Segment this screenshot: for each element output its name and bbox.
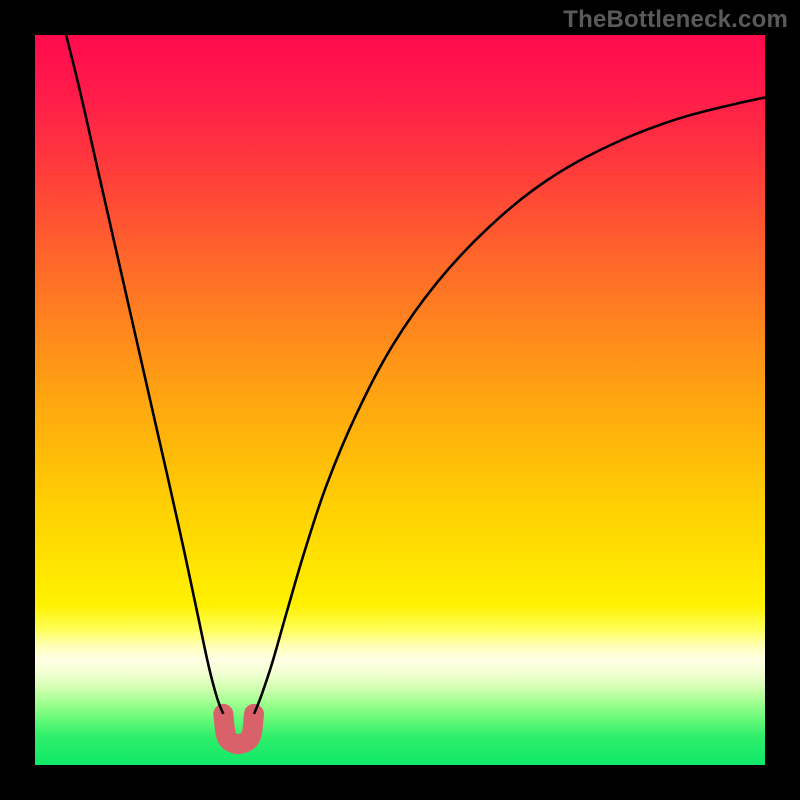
chart-container: TheBottleneck.com — [0, 0, 800, 800]
watermark-text: TheBottleneck.com — [563, 6, 788, 34]
plot-svg — [35, 35, 765, 765]
gradient-background — [35, 35, 765, 765]
plot-area — [35, 35, 765, 765]
